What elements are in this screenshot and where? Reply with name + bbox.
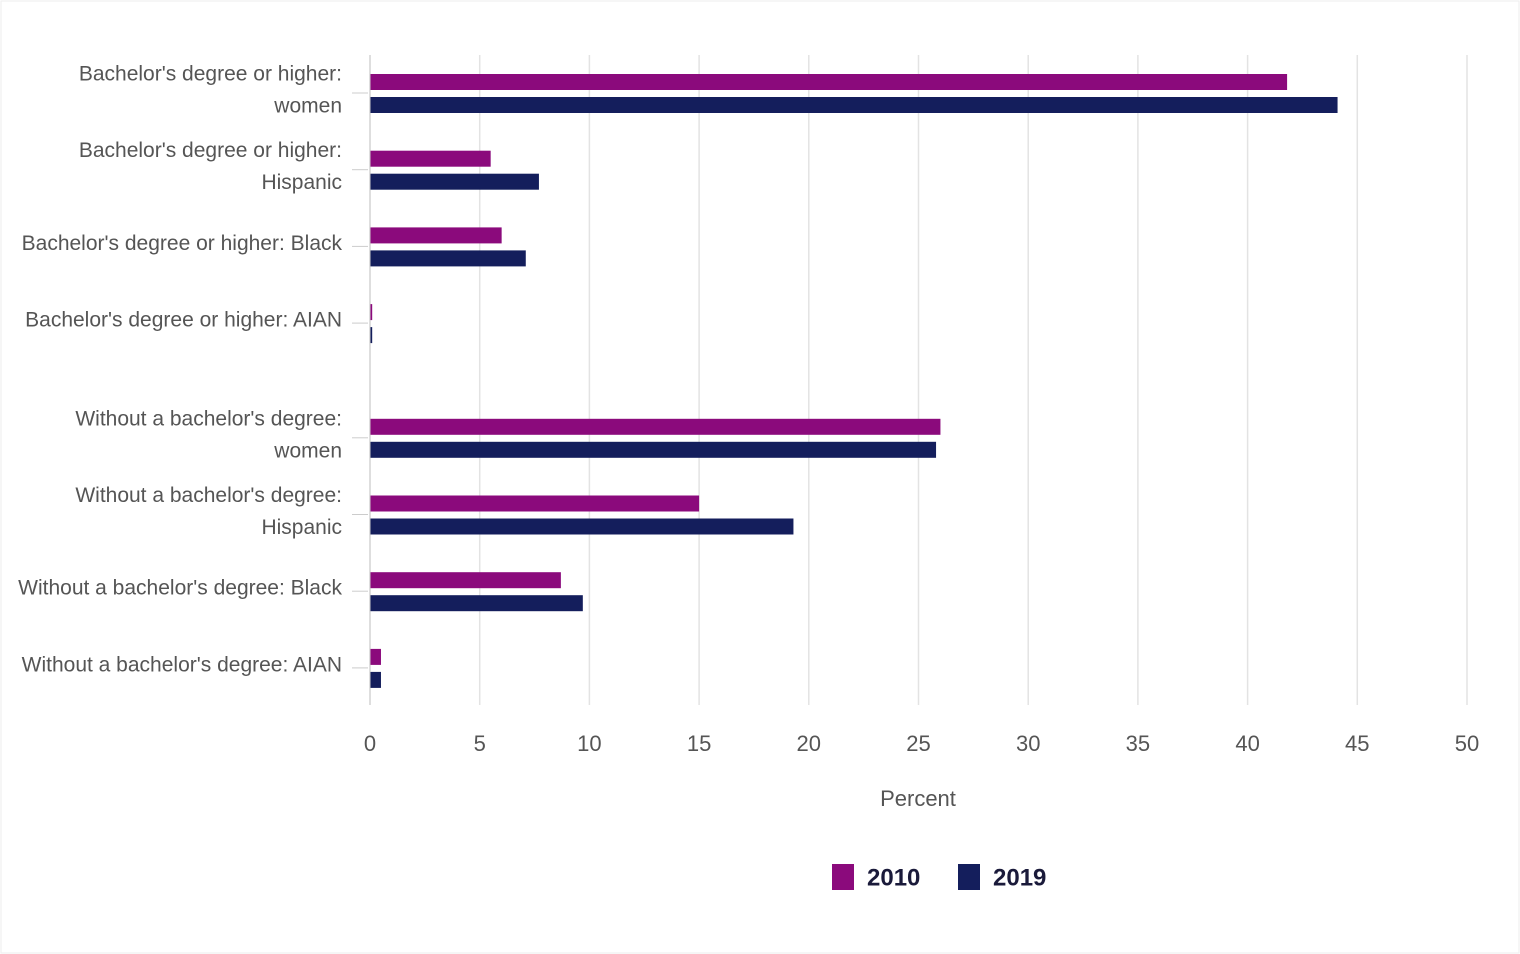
x-axis-label: Percent bbox=[880, 786, 956, 811]
bar bbox=[370, 304, 373, 321]
bar bbox=[370, 327, 373, 344]
bar bbox=[370, 518, 794, 535]
legend-swatch bbox=[958, 864, 980, 890]
x-tick-label: 50 bbox=[1455, 731, 1479, 756]
y-tick-label: Hispanic bbox=[261, 171, 342, 194]
x-tick-label: 30 bbox=[1016, 731, 1040, 756]
bar bbox=[370, 671, 381, 688]
bar bbox=[370, 572, 561, 589]
legend-swatch bbox=[832, 864, 854, 890]
bar bbox=[370, 74, 1288, 90]
x-tick-label: 35 bbox=[1126, 731, 1150, 756]
y-tick-label: Without a bachelor's degree: Black bbox=[18, 577, 342, 600]
x-tick-label: 10 bbox=[577, 731, 601, 756]
y-tick-label: Bachelor's degree or higher: Black bbox=[22, 232, 343, 255]
bar bbox=[370, 97, 1338, 113]
y-tick-label: women bbox=[273, 439, 342, 462]
y-tick-label: Bachelor's degree or higher: bbox=[79, 63, 342, 86]
x-tick-label: 25 bbox=[906, 731, 930, 756]
y-tick-label: Hispanic bbox=[261, 516, 342, 539]
y-tick-label: Without a bachelor's degree: AIAN bbox=[22, 653, 342, 676]
bar bbox=[370, 495, 700, 512]
bar bbox=[370, 250, 526, 267]
bar bbox=[370, 173, 539, 190]
x-tick-label: 40 bbox=[1235, 731, 1259, 756]
legend-label: 2019 bbox=[993, 864, 1046, 891]
x-tick-label: 45 bbox=[1345, 731, 1369, 756]
bar bbox=[370, 227, 502, 244]
bar bbox=[370, 595, 583, 612]
bar bbox=[370, 418, 941, 435]
y-tick-label: Without a bachelor's degree: bbox=[75, 484, 342, 507]
bar bbox=[370, 441, 937, 458]
y-tick-label: Bachelor's degree or higher: bbox=[79, 139, 342, 162]
legend-label: 2010 bbox=[867, 864, 920, 891]
bar bbox=[370, 648, 381, 665]
bar bbox=[370, 150, 491, 167]
y-tick-label: Without a bachelor's degree: bbox=[75, 407, 342, 430]
x-tick-label: 15 bbox=[687, 731, 711, 756]
x-tick-label: 0 bbox=[364, 731, 376, 756]
y-tick-label: Bachelor's degree or higher: AIAN bbox=[25, 309, 342, 332]
x-tick-label: 20 bbox=[797, 731, 821, 756]
y-tick-label: women bbox=[273, 95, 342, 118]
x-tick-label: 5 bbox=[474, 731, 486, 756]
